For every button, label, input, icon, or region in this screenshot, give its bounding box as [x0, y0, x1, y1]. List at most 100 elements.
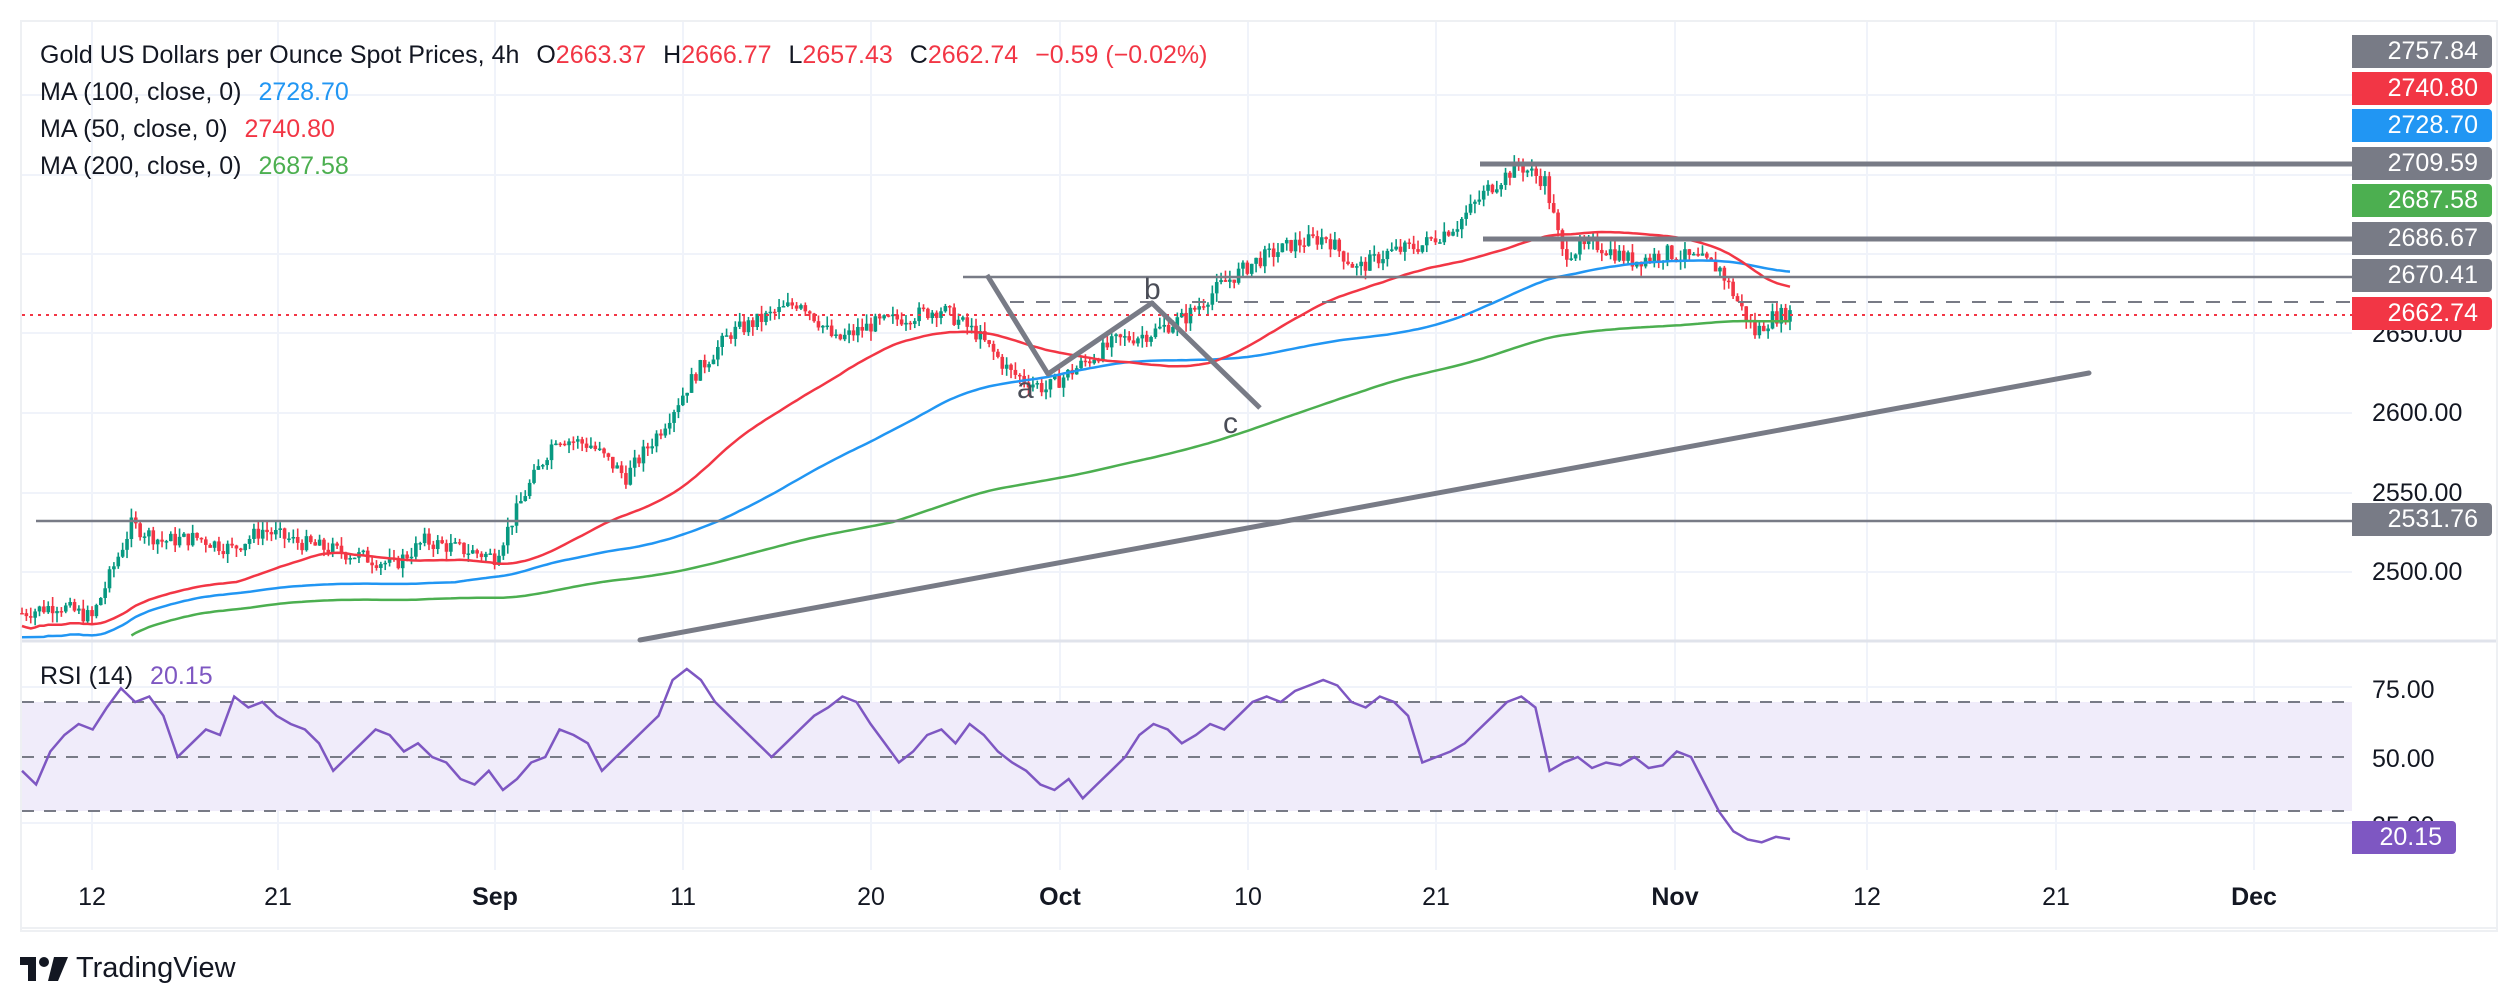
ma50-label: MA (50, close, 0)	[40, 115, 228, 143]
candle-body	[672, 412, 676, 423]
ma100-legend[interactable]: MA (100, close, 0) 2728.70	[40, 77, 349, 107]
ma50-legend[interactable]: MA (50, close, 0) 2740.80	[40, 114, 335, 144]
ma100-line	[21, 259, 1791, 639]
candle-body	[1363, 261, 1368, 271]
candle-body	[829, 325, 834, 336]
ma100-value: 2728.70	[258, 78, 349, 106]
candle-body	[405, 554, 409, 559]
candle-body	[221, 551, 226, 555]
candle-body	[177, 536, 182, 546]
candle-body	[807, 311, 812, 314]
ohlc-close-value: 2662.74	[927, 41, 1019, 69]
candle-body	[1464, 212, 1468, 219]
candle-body	[370, 562, 374, 566]
candle-body	[1109, 336, 1114, 348]
candle-body	[637, 457, 641, 464]
candle-body	[449, 542, 453, 552]
candle-body	[20, 613, 24, 615]
candle-body	[1311, 234, 1315, 237]
candle-body	[1416, 249, 1420, 252]
candle-body	[42, 606, 46, 613]
ohlc-low-value: 2657.43	[802, 41, 893, 69]
candle-body	[120, 549, 125, 557]
candle-body	[1779, 307, 1784, 324]
candle-body	[615, 465, 619, 469]
candle-body	[444, 543, 449, 552]
candle-body	[309, 536, 313, 543]
candle-body	[387, 557, 392, 563]
candle-body	[1770, 311, 1775, 329]
time-tick-month: Nov	[1651, 883, 1699, 911]
tradingview-logo[interactable]: TradingView	[20, 952, 236, 985]
candle-body	[1039, 383, 1044, 393]
candle-body	[348, 557, 353, 560]
candle-body	[208, 544, 212, 548]
candle-body	[1722, 267, 1727, 281]
candle-body	[1009, 364, 1013, 370]
ohlc-open-key: O	[536, 41, 556, 69]
candle-body	[501, 545, 506, 556]
candle-body	[1092, 359, 1096, 364]
candle-body	[707, 364, 711, 368]
candle-body	[1700, 253, 1705, 256]
candle-body	[720, 335, 724, 347]
candle-body	[422, 533, 427, 544]
candle-body	[1022, 375, 1026, 383]
candle-body	[374, 565, 379, 568]
candle-body	[98, 597, 103, 606]
ma200-label: MA (200, close, 0)	[40, 152, 242, 180]
rsi-label: RSI (14)	[40, 662, 134, 690]
candle-body	[632, 457, 637, 468]
candle-body	[335, 543, 339, 546]
candle-body	[821, 325, 825, 328]
ma200-value: 2687.58	[258, 152, 349, 180]
candle-body	[265, 529, 269, 533]
rsi-legend[interactable]: RSI (14) 20.15	[40, 661, 213, 691]
candle-body	[864, 323, 869, 331]
tag-ma100: 2728.70	[2352, 109, 2492, 142]
ma200-line	[130, 319, 1791, 637]
candle-body	[1731, 281, 1735, 297]
candle-body	[939, 311, 943, 318]
candle-body	[1547, 176, 1552, 204]
time-tick-month: Sep	[472, 883, 518, 911]
candle-body	[1490, 184, 1495, 193]
candle-body	[138, 523, 142, 538]
candle-body	[1376, 254, 1381, 264]
ascending-trendline[interactable]	[637, 370, 2092, 643]
pattern-label-a: a	[1017, 372, 1034, 405]
candle-body	[1521, 165, 1525, 173]
tag-current-price: 2662.74	[2352, 297, 2492, 330]
candle-body	[1127, 336, 1131, 341]
abc-pattern[interactable]	[984, 273, 1262, 410]
candle-body	[724, 335, 729, 337]
candle-body	[1534, 168, 1538, 176]
ma200-legend[interactable]: MA (200, close, 0) 2687.58	[40, 151, 349, 181]
candle-body	[396, 557, 401, 569]
candle-body	[1328, 239, 1333, 250]
candle-body	[204, 539, 208, 545]
candle-body	[453, 542, 458, 544]
candle-body	[427, 533, 431, 545]
candle-body	[860, 326, 865, 331]
candle-body	[352, 557, 357, 560]
tradingview-wordmark: TradingView	[76, 952, 236, 984]
candle-body	[1228, 279, 1232, 282]
candle-body	[470, 550, 475, 554]
candle-body	[733, 326, 738, 339]
candle-body	[895, 314, 900, 320]
candle-body	[1048, 379, 1053, 390]
candle-body	[619, 465, 624, 474]
candle-body	[597, 448, 602, 451]
candle-body	[663, 428, 668, 436]
candle-body	[225, 543, 230, 555]
candle-body	[1578, 241, 1582, 255]
candle-body	[532, 469, 536, 483]
candle-body	[1372, 254, 1377, 256]
candle-body	[1140, 334, 1145, 339]
candle-body	[610, 456, 615, 469]
candle-body	[1031, 384, 1035, 388]
candle-body	[799, 305, 803, 309]
candle-body	[1481, 190, 1486, 200]
